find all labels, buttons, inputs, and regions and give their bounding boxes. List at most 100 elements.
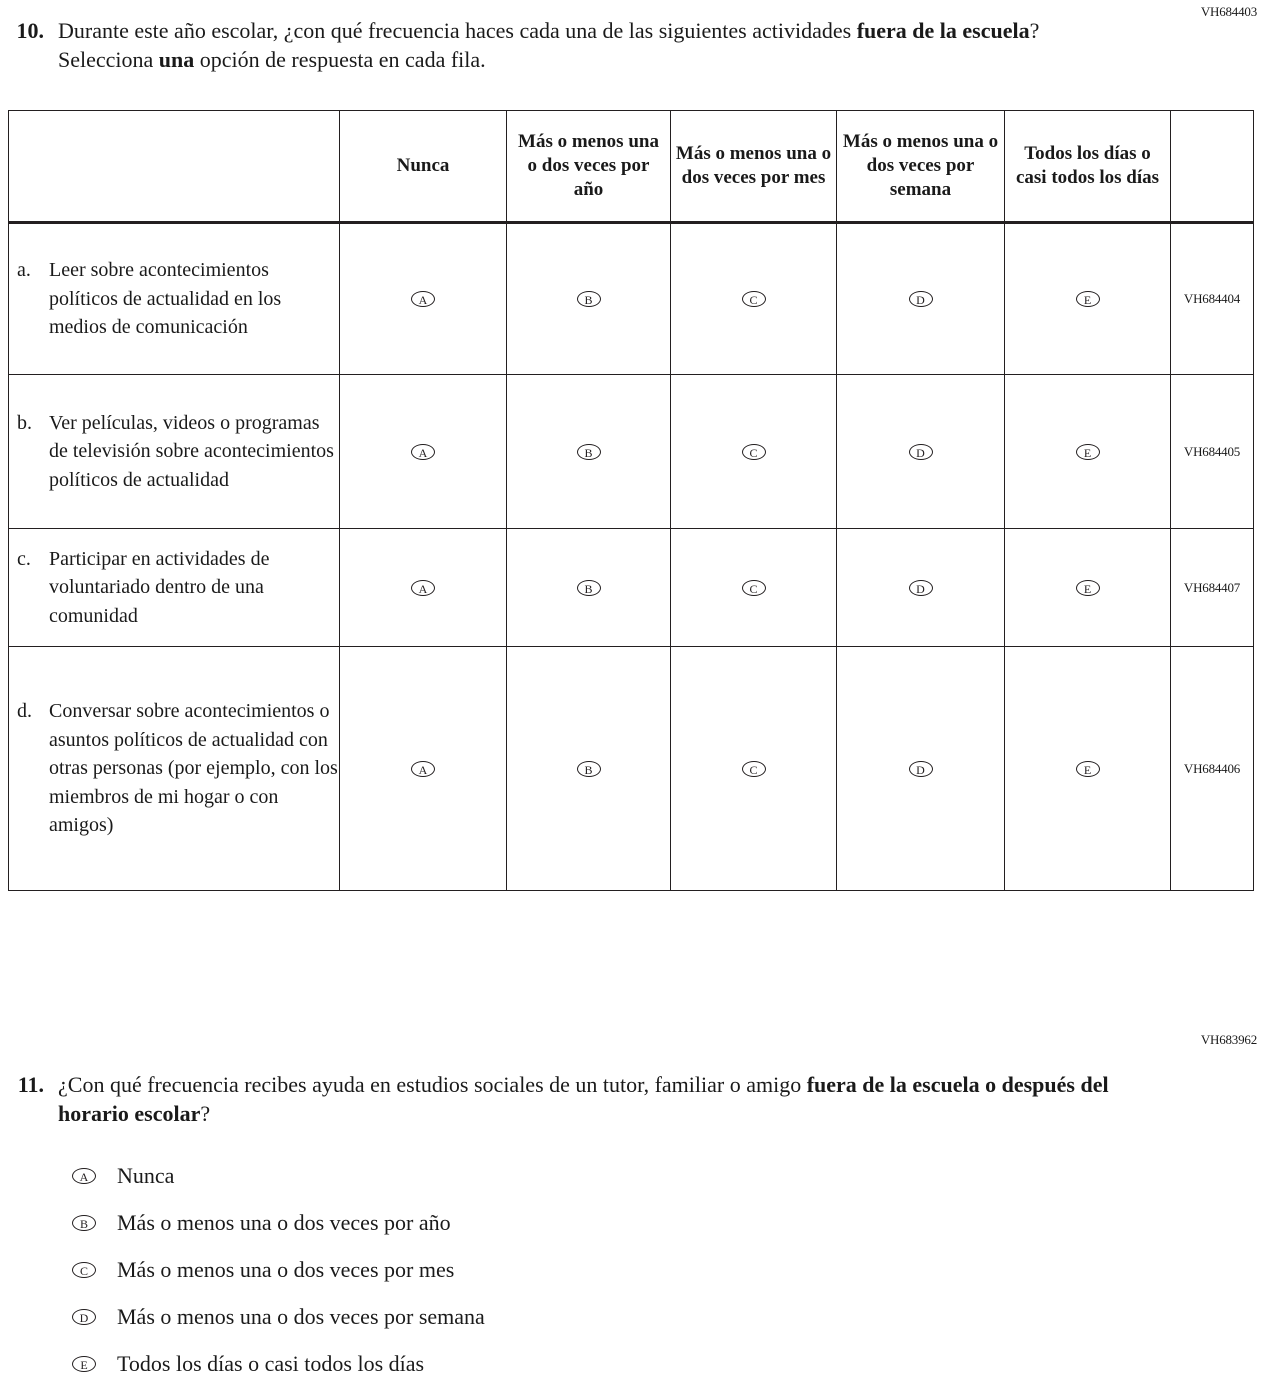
bubble-cell-b-3[interactable]: C (670, 374, 837, 529)
bubble-cell-a-2[interactable]: B (506, 222, 671, 375)
row-stem-b: b. Ver películas, videos o programas de … (8, 374, 340, 529)
option-label-b: Más o menos una o dos veces por año (117, 1210, 451, 1235)
option-bubble-icon[interactable]: B (576, 579, 601, 596)
option-bubble-icon[interactable]: A (411, 291, 435, 308)
table-row: a. Leer sobre acontecimientos políticos … (8, 222, 1254, 375)
option-bubble-wrap: E (72, 1355, 117, 1373)
option-bubble-icon[interactable]: A (72, 1167, 96, 1184)
option-bubble-icon[interactable]: E (1075, 579, 1100, 596)
question-10-text-part3: opción de respuesta en cada fila. (194, 47, 486, 72)
row-stem-d: d. Conversar sobre acontecimientos o asu… (8, 646, 340, 891)
option-bubble-icon[interactable]: D (908, 443, 933, 460)
option-bubble-icon[interactable]: D (72, 1308, 96, 1325)
option-bubble-icon[interactable]: E (1075, 291, 1100, 308)
option-bubble-icon[interactable]: E (1075, 443, 1100, 460)
question-11-number: 11. (17, 1072, 44, 1097)
option-bubble-icon[interactable]: E (72, 1355, 96, 1372)
option-bubble-icon[interactable]: A (411, 579, 435, 596)
option-label-d: Más o menos una o dos veces por semana (117, 1304, 485, 1329)
bubble-cell-d-4[interactable]: D (836, 646, 1005, 891)
bubble-cell-b-4[interactable]: D (836, 374, 1005, 529)
bubble-cell-a-5[interactable]: E (1004, 222, 1171, 375)
option-label-a: Nunca (117, 1163, 175, 1188)
option-item-e[interactable]: E Todos los días o casi todos los días (72, 1340, 972, 1387)
option-label-e: Todos los días o casi todos los días (117, 1351, 425, 1376)
option-bubble-wrap: A (72, 1167, 117, 1185)
bubble-cell-c-2[interactable]: B (506, 528, 671, 647)
option-bubble-icon[interactable]: B (576, 291, 601, 308)
bubble-cell-c-1[interactable]: A (339, 528, 507, 647)
row-code-d: VH684406 (1170, 646, 1254, 891)
row-code-a: VH684404 (1170, 222, 1254, 375)
header-every-day: Todos los días o casi todos los días (1004, 110, 1171, 224)
bubble-cell-c-5[interactable]: E (1004, 528, 1171, 647)
option-bubble-icon[interactable]: E (1075, 760, 1100, 777)
row-letter-a: a. (17, 259, 31, 282)
bubble-cell-a-1[interactable]: A (339, 222, 507, 375)
bubble-cell-c-3[interactable]: C (670, 528, 837, 647)
bubble-cell-d-1[interactable]: A (339, 646, 507, 891)
option-bubble-icon[interactable]: B (576, 760, 601, 777)
question-10-text-bold2: una (158, 47, 195, 72)
bubble-cell-c-4[interactable]: D (836, 528, 1005, 647)
question-11-text-part1: ¿Con qué frecuencia recibes ayuda en est… (58, 1072, 807, 1097)
option-bubble-icon[interactable]: C (741, 443, 766, 460)
row-label-d: Conversar sobre acontecimientos o asunto… (49, 700, 338, 837)
option-bubble-icon[interactable]: C (741, 760, 766, 777)
bubble-cell-a-3[interactable]: C (670, 222, 837, 375)
table-header-row: Nunca Más o menos una o dos veces por añ… (8, 110, 1254, 224)
header-once-twice-year: Más o menos una o dos veces por año (506, 110, 671, 224)
row-letter-c: c. (17, 547, 31, 570)
option-bubble-wrap: D (72, 1308, 117, 1326)
option-item-a[interactable]: A Nunca (72, 1152, 972, 1199)
bubble-cell-b-5[interactable]: E (1004, 374, 1171, 529)
option-bubble-icon[interactable]: A (411, 443, 435, 460)
row-code-b: VH684405 (1170, 374, 1254, 529)
question-10-number: 10. (16, 18, 45, 43)
option-bubble-icon[interactable]: C (741, 291, 766, 308)
item-code-question-11: VH683962 (1200, 1032, 1257, 1047)
option-item-b[interactable]: B Más o menos una o dos veces por año (72, 1199, 972, 1246)
row-label-b: Ver películas, videos o programas de tel… (49, 411, 334, 491)
table-row: b. Ver películas, videos o programas de … (8, 374, 1254, 529)
question-11-options-list: A Nunca B Más o menos una o dos veces po… (72, 1152, 972, 1387)
bubble-cell-b-1[interactable]: A (339, 374, 507, 529)
bubble-cell-d-3[interactable]: C (670, 646, 837, 891)
item-code-top-right: VH684403 (1200, 4, 1257, 19)
bubble-cell-d-5[interactable]: E (1004, 646, 1171, 891)
table-row: c. Participar en actividades de voluntar… (8, 528, 1254, 647)
option-bubble-icon[interactable]: D (908, 291, 933, 308)
question-10-text: Durante este año escolar, ¿con qué frecu… (58, 16, 1112, 74)
header-once-twice-week: Más o menos una o dos veces por semana (836, 110, 1005, 224)
option-item-d[interactable]: D Más o menos una o dos veces por semana (72, 1293, 972, 1340)
option-bubble-icon[interactable]: A (411, 760, 435, 777)
header-never: Nunca (339, 110, 507, 224)
question-11-block: 11. ¿Con qué frecuencia recibes ayuda en… (12, 1070, 1112, 1128)
header-stem (8, 110, 340, 224)
question-10-text-bold1: fuera de la escuela (856, 18, 1030, 43)
option-bubble-icon[interactable]: B (72, 1214, 96, 1231)
option-bubble-wrap: C (72, 1261, 117, 1279)
option-bubble-icon[interactable]: D (908, 579, 933, 596)
row-stem-c: c. Participar en actividades de voluntar… (8, 528, 340, 647)
option-label-c: Más o menos una o dos veces por mes (117, 1257, 455, 1282)
row-letter-b: b. (17, 411, 32, 434)
table-row: d. Conversar sobre acontecimientos o asu… (8, 646, 1254, 891)
question-11-text: ¿Con qué frecuencia recibes ayuda en est… (58, 1070, 1112, 1128)
bubble-cell-b-2[interactable]: B (506, 374, 671, 529)
bubble-cell-d-2[interactable]: B (506, 646, 671, 891)
option-bubble-icon[interactable]: B (576, 443, 601, 460)
option-bubble-icon[interactable]: C (741, 579, 766, 596)
question-10-block: 10. Durante este año escolar, ¿con qué f… (12, 16, 1112, 74)
row-label-a: Leer sobre acontecimientos políticos de … (49, 259, 282, 339)
question-10-text-part1: Durante este año escolar, ¿con qué frecu… (58, 18, 857, 43)
question-10-text-part2: ? Selecciona (58, 18, 1040, 72)
bubble-cell-a-4[interactable]: D (836, 222, 1005, 375)
option-bubble-icon[interactable]: C (72, 1261, 96, 1278)
option-bubble-wrap: B (72, 1214, 117, 1232)
row-stem-a: a. Leer sobre acontecimientos políticos … (8, 222, 340, 375)
option-bubble-icon[interactable]: D (908, 760, 933, 777)
header-once-twice-month: Más o menos una o dos veces por mes (670, 110, 837, 224)
header-item-code (1170, 110, 1254, 224)
option-item-c[interactable]: C Más o menos una o dos veces por mes (72, 1246, 972, 1293)
